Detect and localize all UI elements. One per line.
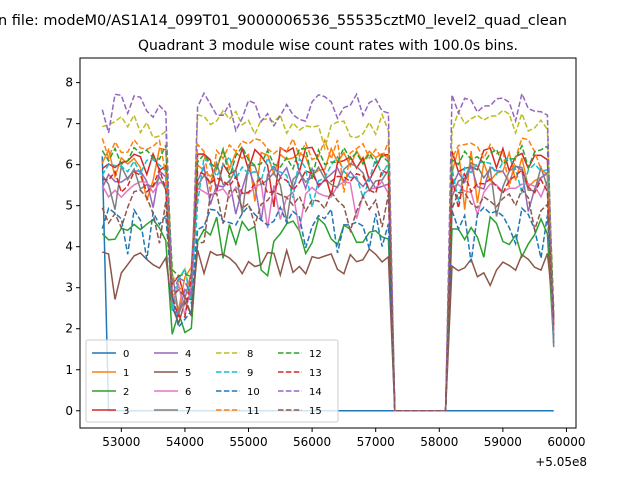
series-line-2 (101, 215, 555, 412)
series-line-4 (101, 163, 555, 412)
plot-area (101, 91, 555, 412)
y-tick-label: 5 (65, 199, 73, 213)
legend-label-10: 10 (247, 387, 260, 398)
legend-box (85, 339, 339, 423)
legend-label-8: 8 (247, 349, 253, 360)
y-tick-label: 3 (65, 281, 73, 295)
series-line-12 (101, 143, 555, 412)
x-axis: 53000 54000 55000 56000 57000 58000 59000 60000 (102, 428, 586, 449)
chart-title: Quadrant 3 module wise count rates with … (138, 38, 518, 54)
figure-suptitle: n file: modeM0/AS1A14_099T01_9000006536_… (0, 13, 567, 29)
legend-label-15: 15 (309, 406, 322, 417)
legend-label-3: 3 (123, 406, 129, 417)
x-tick-label: 54000 (166, 435, 204, 449)
series-line-7 (101, 160, 555, 412)
series-line-11 (101, 136, 555, 412)
series-line-8 (102, 109, 555, 412)
y-axis: 0 1 2 3 4 5 6 7 8 (65, 76, 80, 418)
legend-label-2: 2 (123, 387, 129, 398)
x-tick-label: 59000 (484, 435, 522, 449)
y-tick-label: 6 (65, 158, 73, 172)
legend-label-11: 11 (247, 406, 260, 417)
series-line-9 (101, 155, 555, 412)
legend-label-14: 14 (309, 387, 322, 398)
series-line-10 (101, 204, 555, 412)
series-line-6 (101, 180, 555, 412)
x-tick-label: 56000 (293, 435, 331, 449)
x-tick-label: 58000 (420, 435, 458, 449)
x-tick-label: 55000 (229, 435, 267, 449)
y-tick-label: 0 (65, 404, 73, 418)
y-tick-label: 7 (65, 117, 73, 131)
legend-label-0: 0 (123, 349, 129, 360)
x-offset-label: +5.05e8 (535, 455, 587, 469)
series-line-15 (101, 187, 555, 412)
x-tick-label: 53000 (102, 435, 140, 449)
y-tick-label: 8 (65, 76, 73, 90)
legend-label-5: 5 (185, 368, 191, 379)
x-tick-label: 57000 (357, 435, 395, 449)
series-line-14 (101, 91, 555, 412)
axes-frame (79, 57, 577, 429)
y-tick-label: 2 (65, 322, 73, 336)
legend-label-4: 4 (185, 349, 191, 360)
x-tick-label: 60000 (547, 435, 585, 449)
legend-label-12: 12 (309, 349, 322, 360)
legend-label-1: 1 (123, 368, 129, 379)
legend-label-13: 13 (309, 368, 322, 379)
legend-label-9: 9 (247, 368, 253, 379)
y-tick-label: 4 (65, 240, 73, 254)
legend-label-7: 7 (185, 406, 191, 417)
series-line-3 (101, 146, 555, 412)
y-tick-label: 1 (65, 363, 73, 377)
legend-label-6: 6 (185, 387, 191, 398)
